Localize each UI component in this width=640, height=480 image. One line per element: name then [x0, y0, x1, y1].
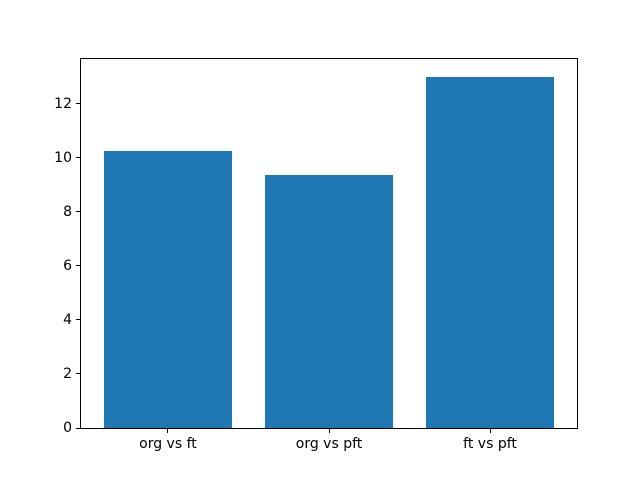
- y-tick-mark: [76, 157, 80, 159]
- y-tick-label: 0: [63, 420, 72, 436]
- bar-1: [103, 150, 233, 428]
- y-tick-label: 6: [63, 257, 72, 274]
- y-tick-mark: [76, 211, 80, 213]
- x-tick-label: ft vs pft: [463, 436, 517, 452]
- y-tick-label: 2: [63, 365, 72, 382]
- plot-area: 0 2 4 6 8 10 12 org vs ft org vs pft ft vs pft: [54, 58, 578, 451]
- y-tick-mark: [76, 103, 80, 105]
- y-tick-mark: [76, 265, 80, 267]
- y-tick-mark: [76, 319, 80, 321]
- y-tick-label: 10: [54, 149, 72, 166]
- y-tick-label: 8: [63, 203, 72, 220]
- x-tick-label: org vs ft: [139, 436, 197, 452]
- y-tick-mark: [76, 427, 80, 429]
- y-tick-mark: [76, 373, 80, 375]
- x-tick-label: org vs pft: [295, 436, 363, 452]
- bar-2: [264, 175, 394, 428]
- x-tick-mark: [167, 429, 169, 433]
- x-tick-mark: [328, 429, 330, 433]
- x-tick-mark: [489, 429, 491, 433]
- y-tick-label: 4: [63, 311, 72, 328]
- bar-3: [425, 76, 555, 428]
- y-tick-label: 12: [54, 95, 72, 112]
